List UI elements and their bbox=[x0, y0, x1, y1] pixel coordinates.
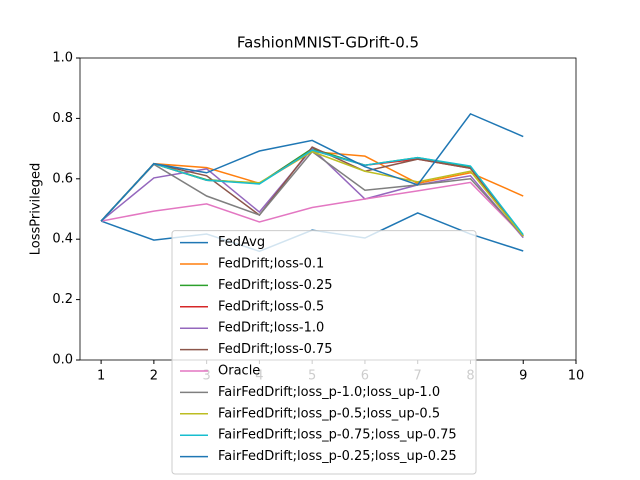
y-tick-label: 0.2 bbox=[52, 292, 73, 307]
x-tick-label: 9 bbox=[519, 369, 527, 384]
series-line bbox=[100, 149, 524, 236]
x-tick-label: 2 bbox=[150, 369, 158, 384]
x-tick-label: 1 bbox=[97, 369, 105, 384]
legend-label: FedDrift;loss-0.5 bbox=[218, 299, 324, 314]
x-tick-label: 10 bbox=[568, 369, 585, 384]
legend-label: FairFedDrift;loss_p-0.75;loss_up-0.75 bbox=[218, 428, 457, 443]
legend-label: FedDrift;loss-0.1 bbox=[218, 257, 324, 272]
legend-label: FairFedDrift;loss_p-1.0;loss_up-1.0 bbox=[218, 385, 440, 400]
legend-box bbox=[171, 230, 477, 475]
y-tick-label: 1.0 bbox=[52, 51, 73, 66]
chart-title: FashionMNIST-GDrift-0.5 bbox=[237, 34, 419, 52]
series-line bbox=[100, 146, 524, 237]
series-line bbox=[100, 181, 524, 237]
y-tick-label: 0.0 bbox=[52, 353, 73, 368]
legend-label: FedDrift;loss-0.25 bbox=[218, 278, 333, 293]
y-tick-label: 0.4 bbox=[52, 232, 73, 247]
y-tick-label: 0.6 bbox=[52, 171, 73, 186]
legend-label: FedDrift;loss-0.75 bbox=[218, 342, 333, 357]
series-line bbox=[100, 112, 524, 222]
legend-label: FedAvg bbox=[218, 235, 265, 250]
legend-label: Oracle bbox=[218, 364, 260, 379]
y-tick-label: 0.8 bbox=[52, 111, 73, 126]
y-axis-label: LossPrivileged bbox=[29, 163, 44, 256]
legend-label: FairFedDrift;loss_p-0.25;loss_up-0.25 bbox=[218, 449, 457, 464]
legend-label: FedDrift;loss-1.0 bbox=[218, 321, 324, 336]
legend-label: FairFedDrift;loss_p-0.5;loss_up-0.5 bbox=[218, 406, 440, 421]
